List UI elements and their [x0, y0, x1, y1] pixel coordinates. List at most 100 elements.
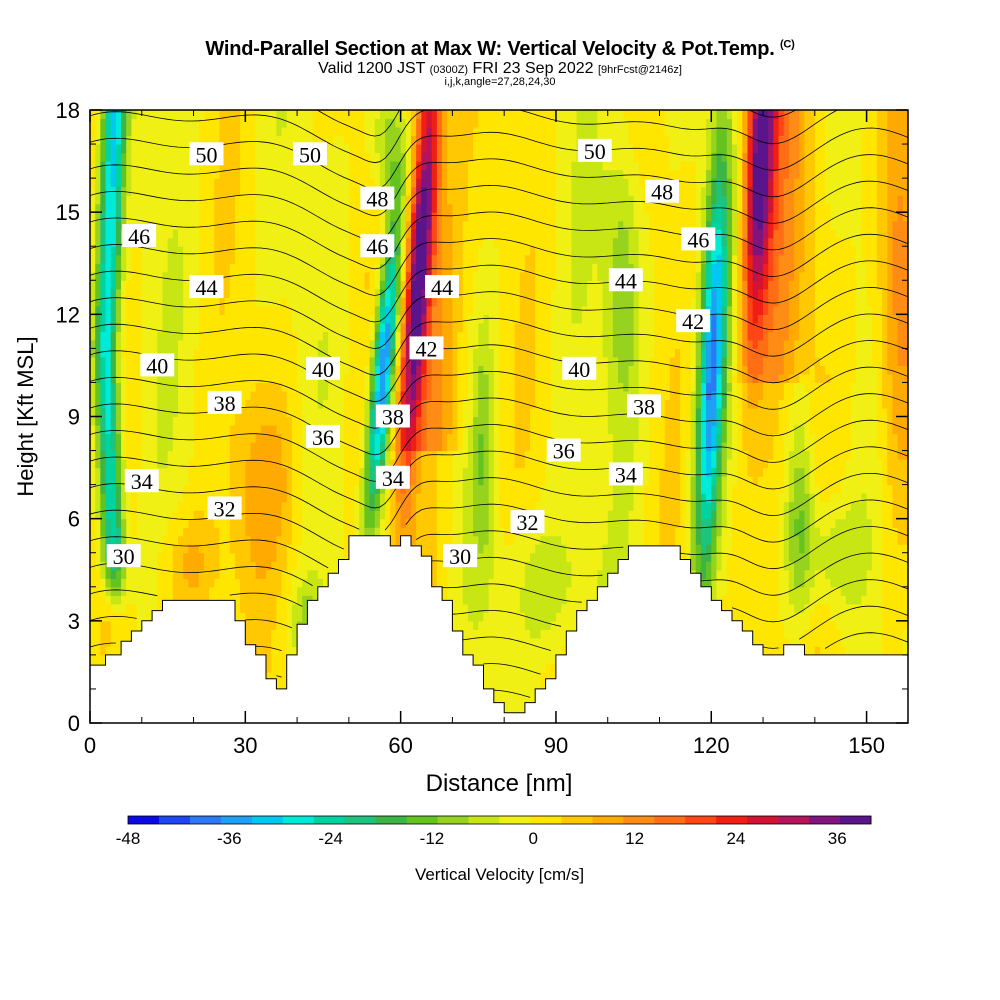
- field-cell: [379, 425, 386, 435]
- field-cell: [136, 161, 143, 171]
- field-cell: [126, 527, 133, 537]
- field-cell: [286, 263, 293, 273]
- field-cell: [203, 450, 210, 460]
- field-cell: [291, 552, 298, 562]
- field-cell: [203, 535, 210, 545]
- field-cell: [276, 314, 283, 324]
- field-cell: [172, 518, 179, 528]
- field-cell: [234, 229, 241, 239]
- field-cell: [291, 493, 298, 503]
- field-cell: [286, 595, 293, 605]
- field-cell: [312, 390, 319, 401]
- field-cell: [183, 416, 189, 426]
- field-cell: [126, 178, 133, 188]
- field-cell: [219, 356, 226, 367]
- field-cell: [188, 203, 195, 213]
- field-cell: [178, 305, 184, 315]
- field-cell: [100, 407, 107, 418]
- field-cell: [131, 569, 138, 579]
- field-cell: [229, 467, 236, 477]
- field-cell: [312, 169, 319, 179]
- field-cell: [209, 365, 215, 375]
- field-cell: [214, 135, 221, 145]
- field-cell: [302, 569, 309, 579]
- field-cell: [90, 220, 96, 230]
- field-cell: [95, 416, 101, 426]
- field-cell: [240, 527, 246, 537]
- field-cell: [121, 161, 127, 171]
- field-cell: [100, 212, 107, 222]
- field-cell: [297, 407, 303, 418]
- field-cell: [219, 476, 226, 486]
- field-cell: [338, 450, 345, 460]
- field-cell: [157, 476, 164, 486]
- field-cell: [198, 339, 205, 349]
- field-cell: [322, 271, 329, 281]
- field-cell: [198, 220, 205, 230]
- field-cell: [110, 203, 117, 213]
- field-cell: [100, 135, 107, 145]
- field-cell: [317, 561, 324, 571]
- field-cell: [178, 161, 184, 171]
- field-cell: [400, 186, 407, 196]
- field-cell: [157, 467, 164, 477]
- field-cell: [333, 169, 340, 179]
- field-cell: [276, 135, 283, 145]
- field-cell: [410, 373, 417, 384]
- field-cell: [162, 425, 169, 435]
- field-cell: [395, 305, 402, 315]
- field-cell: [426, 373, 433, 384]
- field-cell: [110, 314, 117, 324]
- field-cell: [436, 459, 443, 469]
- field-cell: [328, 382, 334, 392]
- field-cell: [390, 459, 397, 469]
- field-cell: [271, 416, 277, 426]
- field-cell: [255, 484, 262, 494]
- field-cell: [395, 493, 402, 503]
- field-cell: [126, 118, 133, 128]
- field-cell: [146, 544, 153, 554]
- field-cell: [240, 331, 246, 341]
- field-cell: [379, 288, 386, 298]
- field-cell: [240, 305, 246, 315]
- field-cell: [348, 339, 355, 349]
- field-cell: [260, 450, 267, 460]
- field-cell: [100, 561, 107, 571]
- field-cell: [333, 382, 340, 392]
- field-cell: [229, 348, 236, 358]
- field-cell: [255, 561, 262, 571]
- field-cell: [286, 578, 293, 588]
- field-cell: [255, 578, 262, 588]
- field-cell: [291, 425, 298, 435]
- field-cell: [431, 161, 438, 171]
- field-cell: [245, 135, 252, 145]
- field-cell: [90, 637, 96, 647]
- field-cell: [167, 527, 174, 537]
- field-cell: [328, 416, 334, 426]
- field-cell: [234, 212, 241, 222]
- field-cell: [136, 493, 143, 503]
- field-cell: [126, 314, 133, 324]
- field-cell: [307, 339, 314, 349]
- field-cell: [338, 501, 345, 511]
- field-cell: [157, 110, 164, 120]
- field-cell: [214, 552, 221, 562]
- field-cell: [390, 399, 397, 409]
- field-cell: [338, 493, 345, 503]
- field-cell: [198, 246, 205, 256]
- field-cell: [152, 339, 158, 349]
- field-cell: [338, 110, 345, 120]
- field-cell: [343, 535, 350, 545]
- field-cell: [328, 331, 334, 341]
- field-cell: [354, 433, 360, 443]
- field-cell: [276, 407, 283, 418]
- field-cell: [364, 322, 371, 332]
- field-cell: [234, 612, 241, 622]
- field-cell: [354, 331, 360, 341]
- field-cell: [152, 331, 158, 341]
- field-cell: [286, 127, 293, 137]
- field-cell: [141, 280, 148, 290]
- field-cell: [245, 569, 252, 579]
- field-cell: [198, 331, 205, 341]
- field-cell: [333, 518, 340, 528]
